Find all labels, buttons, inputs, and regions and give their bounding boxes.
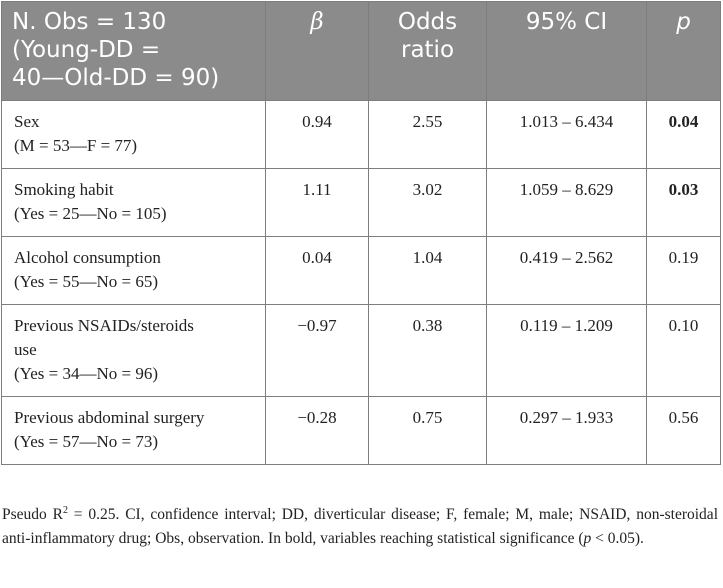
variable-name: use [14, 340, 37, 359]
footnote-p-symbol: p [583, 530, 592, 547]
ci-cell: 1.059 – 8.629 [486, 168, 647, 237]
header-observations-line: (Young-DD = [12, 37, 161, 63]
variable-cell: Smoking habit (Yes = 25—No = 105) [1, 168, 266, 237]
p-value-cell: 0.19 [646, 236, 721, 305]
footnote-text: < 0.05). [591, 530, 644, 547]
variable-cell: Alcohol consumption (Yes = 55—No = 65) [1, 236, 266, 305]
footnote-text: Pseudo R [2, 506, 63, 523]
header-row: N. Obs = 130 (Young-DD = 40—Old-DD = 90)… [1, 1, 721, 101]
variable-counts: (M = 53—F = 77) [14, 136, 138, 155]
variable-name: Alcohol consumption [14, 248, 161, 267]
variable-counts: (Yes = 34—No = 96) [14, 364, 159, 383]
variable-name: Previous abdominal surgery [14, 408, 205, 427]
variable-cell: Previous abdominal surgery (Yes = 57—No … [1, 396, 266, 465]
regression-table: N. Obs = 130 (Young-DD = 40—Old-DD = 90)… [1, 1, 721, 465]
variable-cell: Sex (M = 53—F = 77) [1, 100, 266, 169]
beta-cell: 0.04 [265, 236, 369, 305]
odds-ratio-cell: 3.02 [368, 168, 487, 237]
variable-cell: Previous NSAIDs/steroids use (Yes = 34—N… [1, 304, 266, 397]
p-value-cell: 0.03 [646, 168, 721, 237]
beta-cell: −0.28 [265, 396, 369, 465]
beta-cell: −0.97 [265, 304, 369, 397]
ci-cell: 0.297 – 1.933 [486, 396, 647, 465]
header-odds-ratio-line: Odds [397, 9, 458, 35]
header-beta: β [265, 1, 369, 101]
table-header: N. Obs = 130 (Young-DD = 40—Old-DD = 90)… [1, 1, 721, 101]
odds-ratio-cell: 1.04 [368, 236, 487, 305]
table-body: Sex (M = 53—F = 77) 0.94 2.55 1.013 – 6.… [1, 100, 721, 465]
table-row: Smoking habit (Yes = 25—No = 105) 1.11 3… [1, 168, 721, 237]
ci-cell: 0.419 – 2.562 [486, 236, 647, 305]
table-row: Alcohol consumption (Yes = 55—No = 65) 0… [1, 236, 721, 305]
footnote-text: = 0.25. CI, confidence interval; DD, div… [2, 506, 718, 547]
variable-counts: (Yes = 25—No = 105) [14, 204, 167, 223]
variable-counts: (Yes = 55—No = 65) [14, 272, 159, 291]
variable-name: Sex [14, 112, 40, 131]
ci-cell: 1.013 – 6.434 [486, 100, 647, 169]
variable-counts: (Yes = 57—No = 73) [14, 432, 159, 451]
beta-cell: 1.11 [265, 168, 369, 237]
header-observations-line: N. Obs = 130 [12, 9, 167, 35]
ci-cell: 0.119 – 1.209 [486, 304, 647, 397]
odds-ratio-cell: 0.75 [368, 396, 487, 465]
p-value-cell: 0.10 [646, 304, 721, 397]
variable-name: Smoking habit [14, 180, 114, 199]
beta-cell: 0.94 [265, 100, 369, 169]
p-value-cell: 0.56 [646, 396, 721, 465]
footnote-superscript: 2 [62, 504, 68, 516]
header-p: p [646, 1, 721, 101]
table-row: Previous NSAIDs/steroids use (Yes = 34—N… [1, 304, 721, 397]
header-odds-ratio-line: ratio [400, 37, 455, 63]
header-ci: 95% CI [486, 1, 647, 101]
odds-ratio-cell: 2.55 [368, 100, 487, 169]
header-observations: N. Obs = 130 (Young-DD = 40—Old-DD = 90) [1, 1, 266, 101]
p-value-cell: 0.04 [646, 100, 721, 169]
header-odds-ratio: Odds ratio [368, 1, 487, 101]
table-footnote: Pseudo R2 = 0.25. CI, confidence interva… [2, 503, 718, 551]
header-observations-line: 40—Old-DD = 90) [12, 65, 220, 91]
variable-name: Previous NSAIDs/steroids [14, 316, 194, 335]
table-row: Previous abdominal surgery (Yes = 57—No … [1, 396, 721, 465]
odds-ratio-cell: 0.38 [368, 304, 487, 397]
table-row: Sex (M = 53—F = 77) 0.94 2.55 1.013 – 6.… [1, 100, 721, 169]
